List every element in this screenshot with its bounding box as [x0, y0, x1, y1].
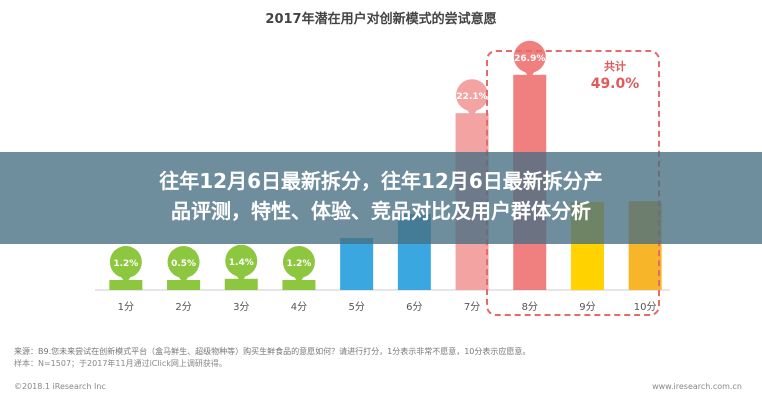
banner-title: 往年12月6日最新拆分，往年12月6日最新拆分产 品评测，特性、体验、竞品对比及… [0, 166, 762, 226]
total-annotation: 共计 49.0% [575, 58, 655, 92]
x-tick-label: 5分 [348, 301, 364, 313]
bar-2分 [167, 280, 201, 290]
x-tick-label: 6分 [406, 301, 422, 313]
sample-footnote: 样本：N=1507；于2017年11月通过iClick网上调研获得。 [14, 359, 227, 368]
banner-title-line1: 往年12月6日最新拆分，往年12月6日最新拆分产 [159, 169, 603, 193]
x-tick-label: 4分 [291, 301, 307, 313]
value-label-bubble [225, 244, 258, 277]
value-label-pointer [119, 275, 132, 284]
total-value: 49.0% [590, 76, 640, 92]
value-label: 0.5% [171, 259, 196, 269]
value-label-bubble [282, 246, 315, 278]
value-label-bubble [513, 40, 546, 73]
value-label-bubble [456, 79, 489, 112]
x-tick-label: 2分 [175, 301, 191, 313]
value-label: 22.1% [456, 92, 487, 102]
x-tick-label: 8分 [522, 301, 538, 313]
x-tick-label: 1分 [118, 301, 134, 313]
value-label-pointer [523, 69, 536, 79]
value-label: 1.2% [113, 259, 138, 269]
source-footnote: 来源：B9.您未来尝试在创新模式平台（盒马鲜生、超级物种等）购买生鲜食品的意愿如… [14, 347, 531, 356]
bar-5分 [340, 238, 374, 290]
total-label: 共计 [604, 60, 626, 73]
copyright-text: ©2018.1 iResearch Inc [14, 382, 106, 391]
value-label-pointer [177, 275, 190, 284]
value-label-bubble [167, 246, 200, 278]
value-label-pointer [466, 108, 479, 118]
x-tick-label: 7分 [464, 301, 480, 313]
website-text: www.iresearch.com.cn [652, 382, 742, 391]
value-label-pointer [292, 275, 305, 284]
bar-4分 [282, 280, 316, 290]
bar-1分 [109, 280, 143, 290]
x-tick-label: 9分 [579, 301, 595, 313]
value-label: 26.9% [514, 54, 545, 64]
x-tick-label: 3分 [233, 301, 249, 313]
value-label-bubble [109, 246, 142, 278]
value-label: 1.2% [286, 259, 311, 269]
banner-title-line2: 品评测，特性、体验、竞品对比及用户群体分析 [171, 199, 591, 223]
chart-title: 2017年潜在用户对创新模式的尝试意愿 [265, 12, 497, 27]
title-banner [0, 152, 762, 244]
value-label-pointer [235, 273, 248, 283]
value-label: 1.4% [229, 258, 254, 268]
bar-3分 [224, 278, 258, 290]
